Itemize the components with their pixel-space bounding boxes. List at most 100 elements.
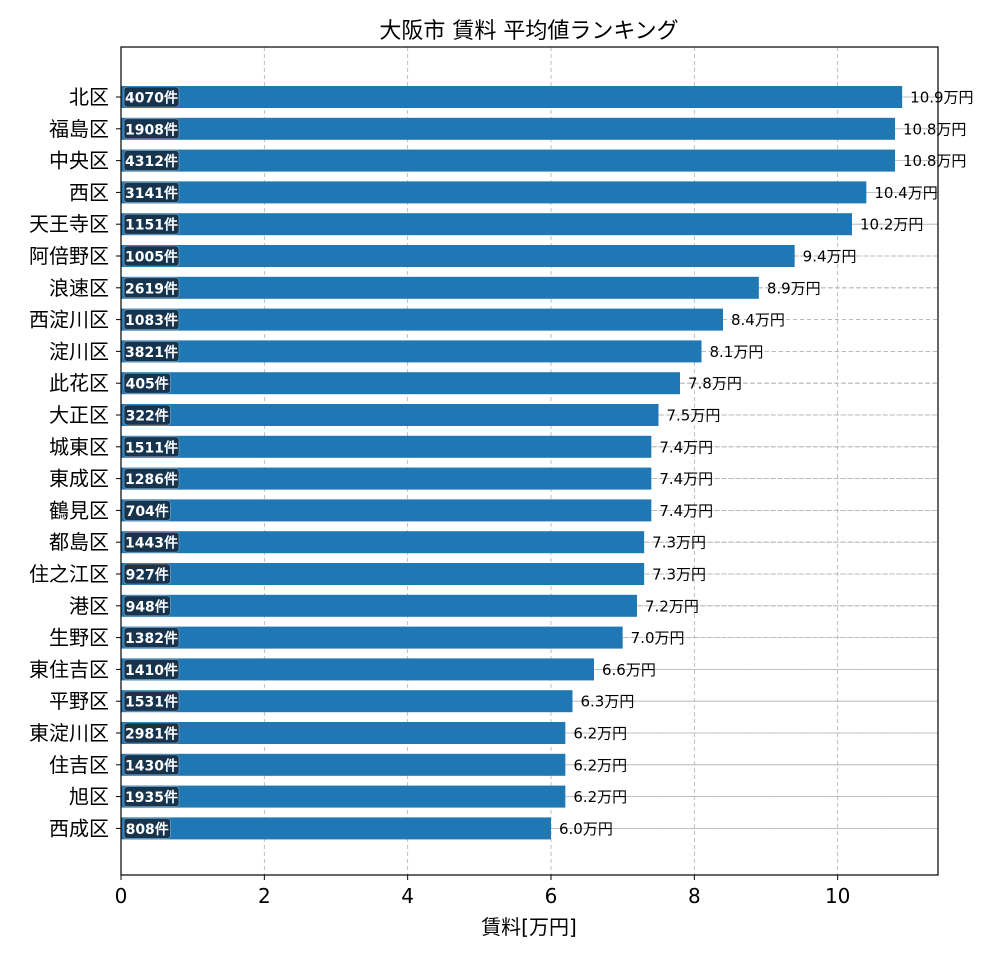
count-badge (123, 659, 180, 680)
value-label: 9.4万円 (803, 248, 857, 266)
bar (121, 308, 723, 331)
count-badge (123, 436, 180, 458)
y-tick-label: 港区 (69, 594, 109, 618)
count-badge (123, 213, 180, 235)
count-badge (123, 468, 180, 489)
count-label: 1151件 (125, 217, 178, 234)
x-tick-label: 10 (825, 884, 850, 908)
count-label: 1443件 (125, 535, 178, 552)
count-label: 1531件 (125, 694, 178, 711)
count-badge (123, 563, 171, 585)
count-badge (123, 404, 171, 426)
y-tick-label: 西淀川区 (29, 308, 109, 332)
y-tick-label: 浪速区 (49, 276, 109, 300)
y-tick-label: 東成区 (49, 467, 109, 491)
bar (121, 149, 895, 172)
count-label: 1382件 (125, 630, 178, 647)
count-label: 1083件 (125, 312, 178, 329)
y-tick-label: 阿倍野区 (29, 244, 109, 268)
bar (121, 563, 645, 585)
count-label: 405件 (126, 376, 169, 393)
bar (121, 467, 652, 490)
count-badge (123, 150, 180, 171)
value-label: 10.8万円 (903, 120, 966, 138)
bar (121, 753, 566, 776)
value-label: 7.4万円 (659, 502, 713, 520)
x-tick-label: 0 (115, 884, 128, 908)
count-label: 948件 (126, 598, 169, 615)
value-label: 10.2万円 (860, 216, 923, 234)
count-badge (123, 690, 180, 712)
value-label: 10.4万円 (874, 184, 937, 202)
value-label: 7.2万円 (645, 597, 699, 615)
y-tick-label: 淀川区 (49, 339, 109, 363)
y-tick-label: 福島区 (49, 117, 109, 141)
value-label: 10.8万円 (903, 152, 966, 170)
y-tick-label: 西区 (69, 180, 109, 204)
count-badge (123, 754, 180, 776)
y-tick-label: 此花区 (49, 371, 109, 395)
bar (121, 181, 867, 204)
bar (121, 340, 702, 363)
value-label: 8.9万円 (767, 279, 821, 297)
x-axis-label: 賃料[万円] (481, 915, 577, 939)
value-label: 8.1万円 (710, 343, 764, 361)
x-tick-label: 2 (258, 884, 271, 908)
value-label: 7.5万円 (667, 407, 721, 425)
count-label: 1410件 (125, 662, 178, 679)
bar (121, 785, 566, 808)
count-badge (123, 531, 180, 553)
bar (121, 531, 645, 554)
count-badge (123, 245, 180, 267)
bar (121, 817, 551, 840)
count-badge (123, 341, 180, 362)
count-label: 4312件 (125, 153, 178, 170)
count-label: 3141件 (125, 185, 178, 202)
x-tick-label: 6 (545, 884, 558, 908)
count-label: 704件 (126, 503, 169, 520)
chart-title: 大阪市 賃料 平均値ランキング (379, 19, 678, 44)
y-tick-label: 大正区 (49, 403, 109, 427)
count-label: 927件 (126, 567, 169, 584)
bar (121, 626, 623, 649)
y-tick-label: 平野区 (49, 689, 109, 713)
value-label: 8.4万円 (731, 311, 785, 329)
y-tick-label: 東淀川区 (29, 721, 109, 745)
bar (121, 245, 795, 267)
bar (121, 117, 895, 140)
count-badge (123, 722, 180, 744)
count-label: 808件 (126, 821, 169, 838)
count-label: 322件 (126, 408, 169, 425)
count-badge (123, 500, 171, 521)
y-tick-label: 天王寺区 (29, 212, 109, 236)
bar (121, 276, 759, 299)
count-badge (123, 277, 180, 299)
count-label: 1935件 (125, 789, 178, 806)
count-label: 1286件 (125, 471, 178, 488)
plot-frame (120, 46, 939, 876)
count-badge (123, 309, 180, 330)
y-tick-label: 城東区 (49, 435, 109, 459)
bar (121, 658, 594, 681)
value-label: 6.0万円 (559, 820, 613, 838)
value-label: 6.2万円 (573, 788, 627, 806)
y-tick-label: 旭区 (69, 785, 109, 809)
bar (121, 372, 680, 395)
count-label: 1005件 (125, 249, 178, 266)
y-tick-label: 東住吉区 (29, 657, 109, 681)
value-label: 7.3万円 (652, 534, 706, 552)
x-tick-label: 8 (688, 884, 701, 908)
value-label: 7.8万円 (688, 375, 742, 393)
count-badge (123, 595, 171, 617)
bars-layer: 4070件 10.9万円 1908件 10.8万円 4312件 10.8万円 3141件 10… (121, 86, 974, 840)
count-label: 3821件 (125, 344, 178, 361)
y-tick-label: 西成区 (49, 816, 109, 840)
value-label: 6.6万円 (602, 661, 656, 679)
value-label: 7.4万円 (659, 470, 713, 488)
count-badge (123, 86, 180, 108)
count-label: 1430件 (125, 757, 178, 774)
count-label: 2981件 (125, 726, 178, 743)
y-tick-label: 北区 (69, 85, 109, 109)
value-label: 7.3万円 (652, 566, 706, 584)
